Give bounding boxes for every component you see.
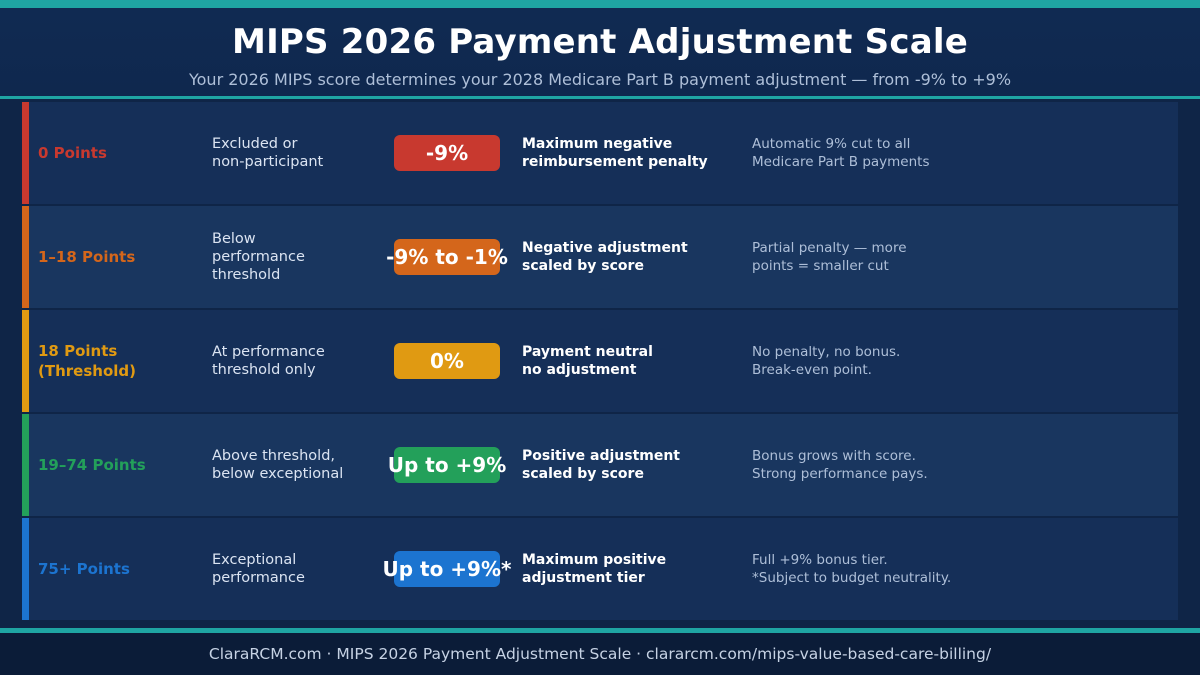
header-divider <box>0 96 1200 99</box>
tier-description: Exceptional performance <box>212 552 305 586</box>
top-accent-bar <box>0 0 1200 8</box>
header: MIPS 2026 Payment Adjustment Scale Your … <box>0 8 1200 96</box>
tier-effect: Payment neutral no adjustment <box>522 344 653 378</box>
tier-effect: Negative adjustment scaled by score <box>522 240 688 274</box>
tier-accent-bar <box>22 206 29 308</box>
tier-note: Automatic 9% cut to all Medicare Part B p… <box>752 136 930 170</box>
tier-note: No penalty, no bonus. Break-even point. <box>752 344 901 378</box>
tier-points: 19–74 Points <box>38 456 146 474</box>
adjustment-badge: Up to +9% <box>388 447 506 483</box>
tier-note: Full +9% bonus tier. *Subject to budget n… <box>752 552 952 586</box>
tier-description: Excluded or non-participant <box>212 136 324 170</box>
adjustment-badge: Up to +9%* <box>383 551 511 587</box>
tier-points: 0 Points <box>38 144 107 162</box>
footer-text: ClaraRCM.com · MIPS 2026 Payment Adjustm… <box>208 645 992 663</box>
tier-accent-bar <box>22 310 29 412</box>
tier-accent-bar <box>22 414 29 516</box>
tier-points: 18 Points (Threshold) <box>38 342 136 380</box>
footer: ClaraRCM.com · MIPS 2026 Payment Adjustm… <box>0 633 1200 675</box>
tier-points: 1–18 Points <box>38 248 136 266</box>
tier-description: At performance threshold only <box>212 344 325 378</box>
tier-row-75-plus-points: 75+ Points Exceptional performance Up to … <box>22 518 1178 620</box>
tier-accent-bar <box>22 102 29 204</box>
footer-divider <box>0 628 1200 633</box>
page-title: MIPS 2026 Payment Adjustment Scale <box>232 22 968 62</box>
tier-row-1-18-points: 1–18 Points Below performance threshold -9… <box>22 206 1178 308</box>
tier-description: Above threshold, below exceptional <box>212 448 344 482</box>
tier-points: 75+ Points <box>38 560 130 578</box>
tier-note: Partial penalty — more points = smaller c… <box>752 240 907 274</box>
tier-row-19-74-points: 19–74 Points Above threshold, below excep… <box>22 414 1178 516</box>
tier-row-0-points: 0 Points Excluded or non-participant -9% … <box>22 102 1178 204</box>
adjustment-badge: 0% <box>394 343 500 379</box>
tier-effect: Maximum positive adjustment tier <box>522 552 667 586</box>
tier-effect: Positive adjustment scaled by score <box>522 448 680 482</box>
tier-row-threshold: 18 Points (Threshold) At performance thres… <box>22 310 1178 412</box>
page-subtitle: Your 2026 MIPS score determines your 202… <box>188 70 1012 89</box>
adjustment-table: 0 Points Excluded or non-participant -9% … <box>22 102 1178 622</box>
tier-description: Below performance threshold <box>212 231 305 283</box>
adjustment-badge: -9% to -1% <box>386 239 508 275</box>
tier-effect: Maximum negative reimbursement penalty <box>522 136 708 170</box>
tier-note: Bonus grows with score. Strong performanc… <box>752 448 928 482</box>
adjustment-badge: -9% <box>394 135 500 171</box>
tier-accent-bar <box>22 518 29 620</box>
